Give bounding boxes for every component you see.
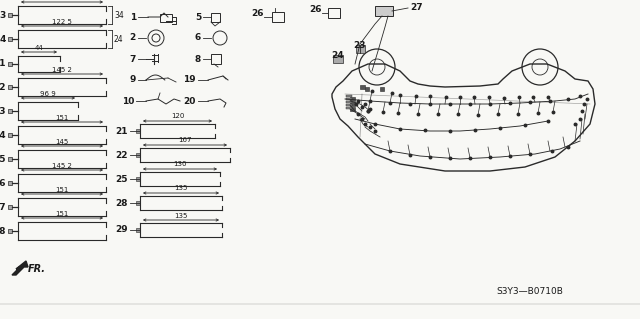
Text: 34: 34 [114, 11, 124, 19]
Text: 167: 167 [179, 137, 192, 144]
Text: 25: 25 [115, 174, 128, 183]
Bar [360, 85, 365, 89]
Text: 27: 27 [410, 4, 422, 12]
Bar [8, 133, 12, 137]
Bar [211, 13, 220, 22]
Text: 135: 135 [174, 186, 188, 191]
Bar [375, 6, 393, 16]
Text: 145: 145 [56, 138, 68, 145]
Text: 28: 28 [115, 198, 128, 207]
Bar [8, 109, 12, 113]
Text: 14: 14 [0, 130, 6, 139]
Bar [346, 107, 352, 109]
Bar [8, 181, 12, 185]
Text: 20: 20 [184, 97, 196, 106]
Text: 13: 13 [0, 107, 6, 115]
Text: 23: 23 [354, 41, 366, 50]
Bar [136, 177, 140, 181]
Bar [136, 201, 140, 205]
Text: 145 2: 145 2 [52, 66, 72, 72]
Bar [8, 85, 12, 89]
Text: 26: 26 [252, 10, 264, 19]
Bar [211, 54, 221, 64]
Bar [136, 129, 140, 133]
Text: 26: 26 [310, 5, 322, 14]
Bar [346, 94, 352, 97]
Text: 151: 151 [55, 115, 68, 121]
Text: 1: 1 [130, 12, 136, 21]
Bar [8, 229, 12, 233]
Bar [136, 228, 140, 232]
Text: 151: 151 [55, 211, 68, 217]
Text: 24: 24 [332, 51, 344, 60]
Bar [8, 205, 12, 209]
Text: 96 9: 96 9 [40, 91, 56, 97]
Text: 24: 24 [114, 34, 124, 43]
Text: 151: 151 [55, 187, 68, 192]
Bar [350, 107, 355, 111]
Bar [8, 37, 12, 41]
Polygon shape [12, 261, 28, 275]
Bar [356, 45, 365, 53]
Text: 11: 11 [0, 60, 6, 69]
Text: 2: 2 [130, 33, 136, 42]
Text: 17: 17 [0, 203, 6, 211]
Text: FR.: FR. [28, 264, 46, 274]
Text: 21: 21 [115, 127, 128, 136]
Text: 12: 12 [0, 83, 6, 92]
Bar [8, 62, 12, 66]
Bar [365, 87, 369, 91]
Text: 8: 8 [195, 55, 201, 63]
Bar [272, 12, 284, 22]
Text: 130: 130 [173, 161, 187, 167]
Bar [350, 102, 355, 106]
Text: 4: 4 [0, 34, 6, 43]
Bar [346, 100, 352, 103]
Bar [328, 8, 340, 18]
Text: 122 5: 122 5 [52, 19, 72, 25]
Text: 10: 10 [122, 97, 134, 106]
Text: 18: 18 [0, 226, 6, 235]
Text: 7: 7 [130, 55, 136, 63]
Text: 6: 6 [195, 33, 201, 42]
Text: 5: 5 [195, 12, 201, 21]
Bar [136, 153, 140, 157]
Text: 3: 3 [0, 11, 6, 19]
Text: 120: 120 [171, 114, 184, 120]
Text: 9: 9 [130, 76, 136, 85]
Bar [380, 87, 384, 91]
Text: 19: 19 [184, 76, 196, 85]
Text: 122 5: 122 5 [52, 0, 72, 1]
Bar [160, 14, 172, 22]
Text: S3Y3—B0710B: S3Y3—B0710B [497, 286, 563, 295]
Text: 29: 29 [115, 226, 128, 234]
Text: 44: 44 [35, 44, 44, 50]
Text: 15: 15 [0, 154, 6, 164]
Text: 135: 135 [174, 212, 188, 219]
Bar [346, 103, 352, 106]
Bar [350, 97, 355, 101]
Bar [8, 13, 12, 17]
Text: 22: 22 [115, 151, 128, 160]
Text: 145 2: 145 2 [52, 162, 72, 168]
Text: 16: 16 [0, 179, 6, 188]
Bar [333, 55, 343, 63]
Bar [346, 98, 352, 100]
Bar [8, 157, 12, 161]
